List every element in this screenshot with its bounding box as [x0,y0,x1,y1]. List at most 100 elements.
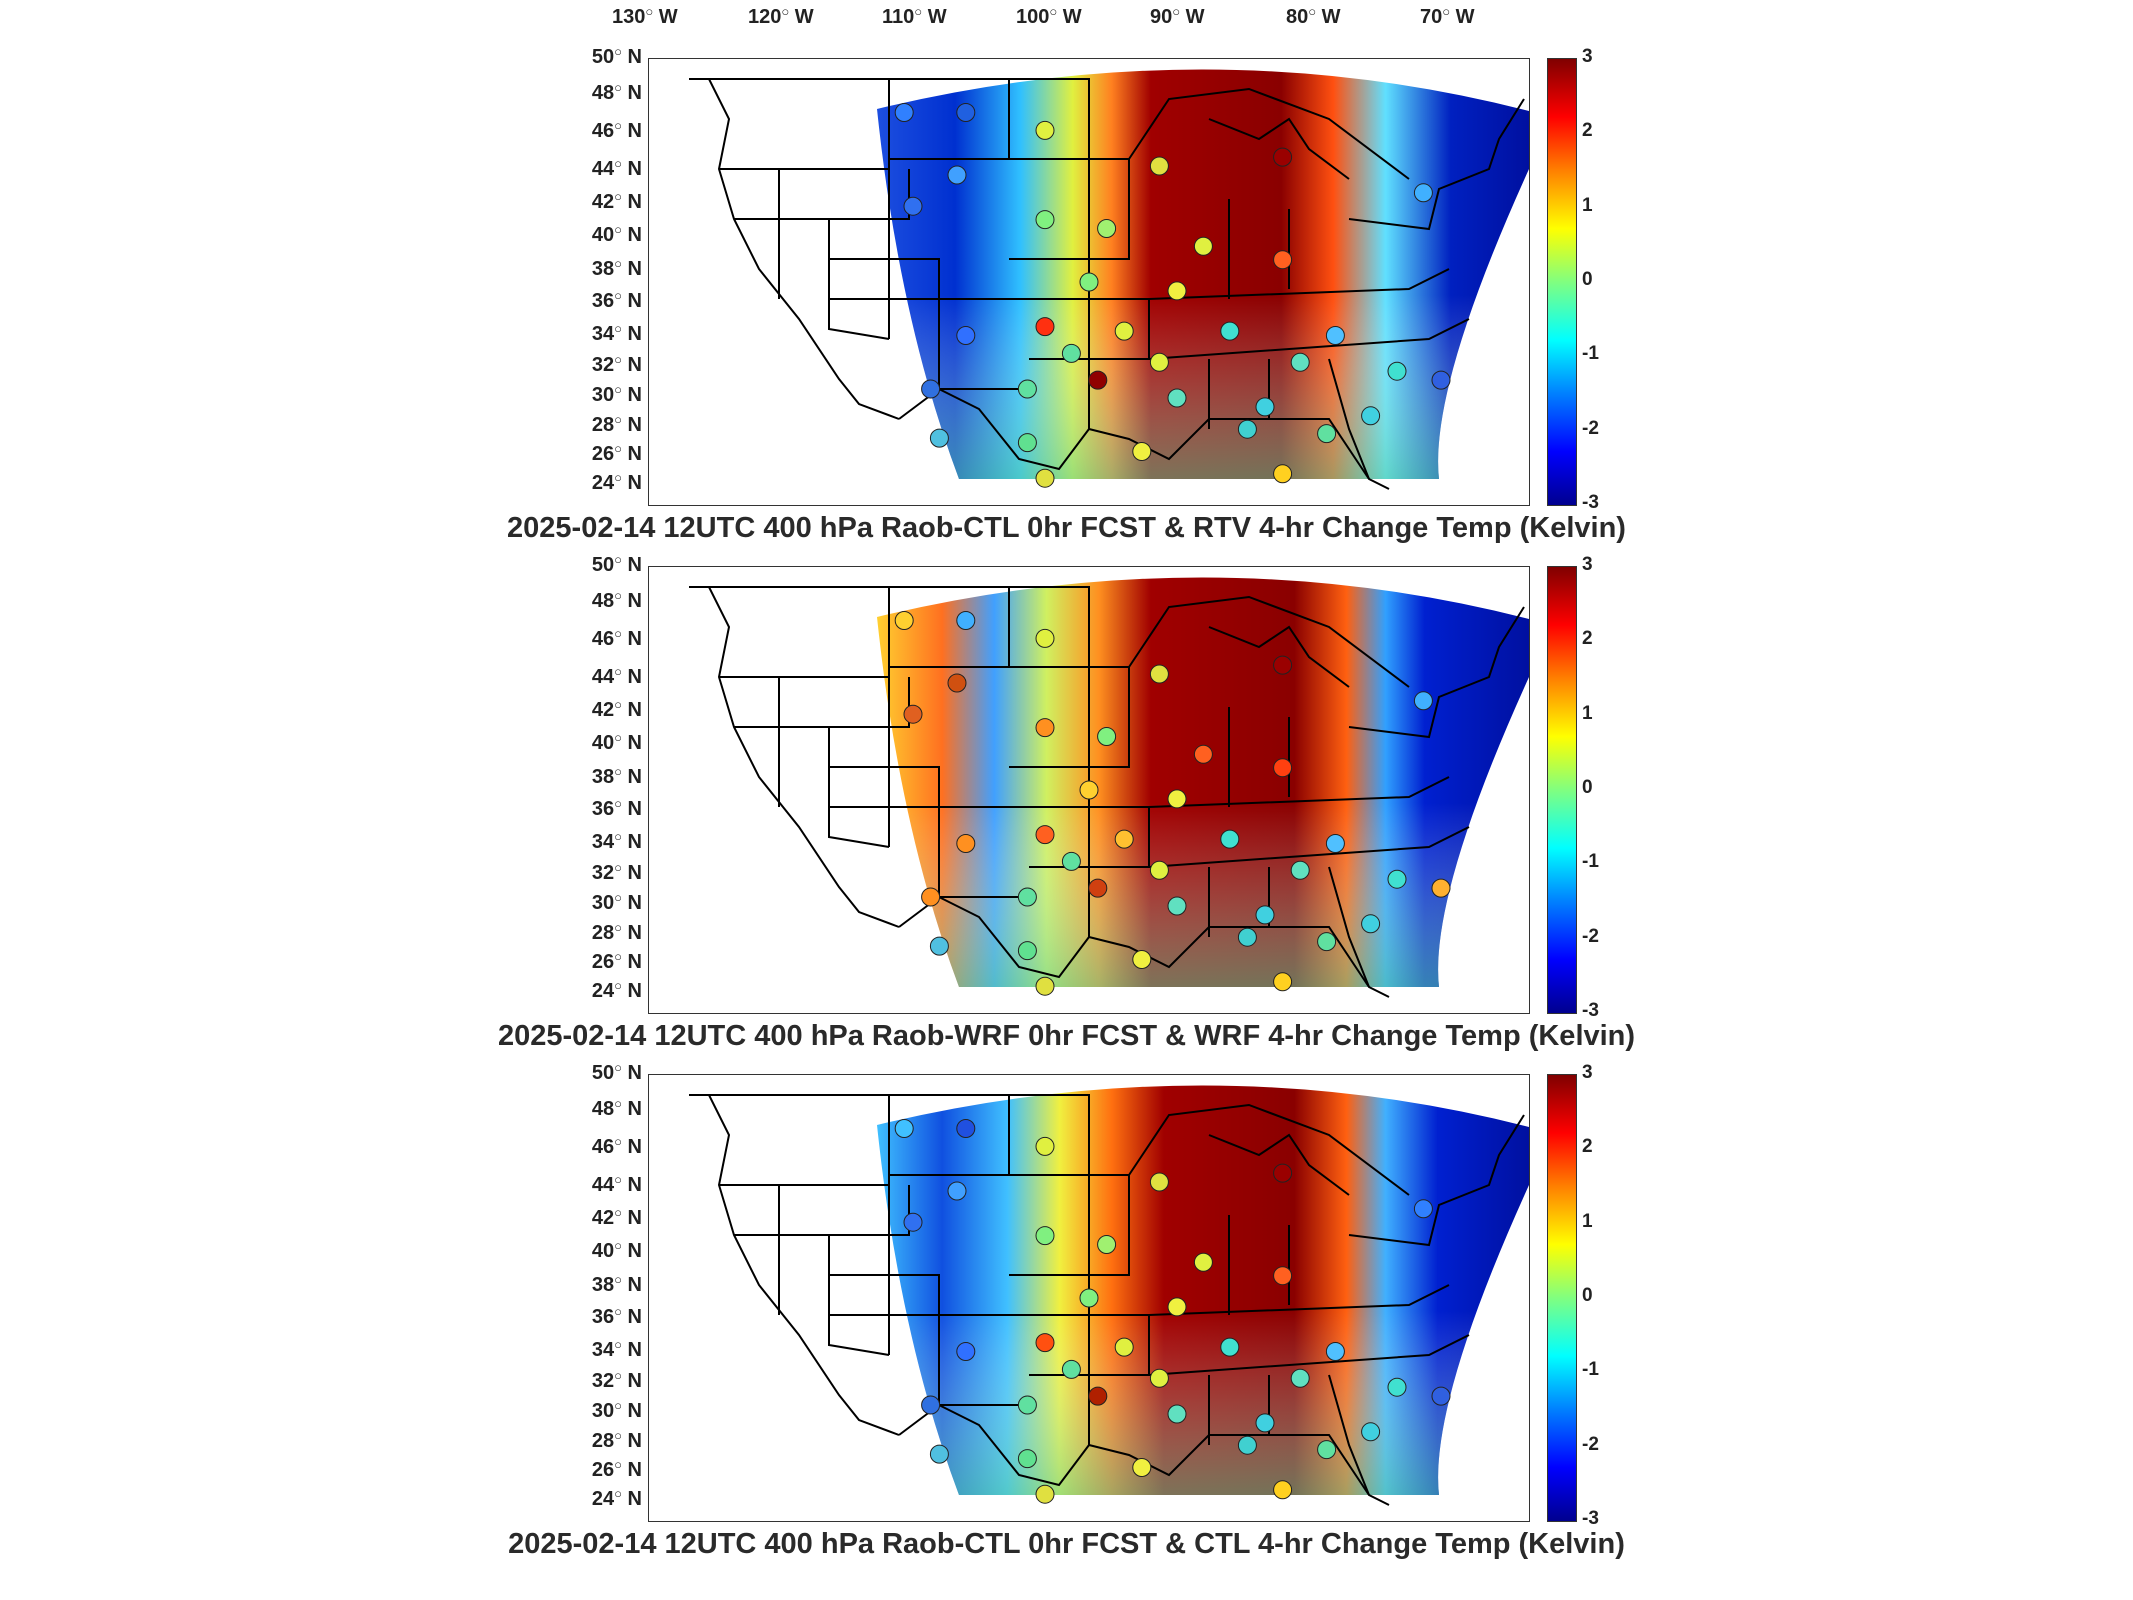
raob-station-marker [1273,655,1293,675]
raob-station-marker [1431,1386,1451,1406]
raob-station-marker [1273,250,1293,270]
colorbar-tick: 1 [1582,702,1593,724]
panel-title: 2025-02-14 12UTC 400 hPa Raob-CTL 0hr FC… [508,1528,1625,1560]
raob-station-marker [1193,1252,1213,1272]
lat-label: 26○ N [591,948,642,973]
lon-label: 70○ W [1420,4,1475,28]
raob-station-marker [1290,1368,1310,1388]
model-domain-shade [877,69,1529,479]
panel-title: 2025-02-14 12UTC 400 hPa Raob-CTL 0hr FC… [507,512,1626,544]
raob-station-marker [956,1342,976,1361]
colorbar-tick: 2 [1582,120,1593,142]
colorbar-tick: -2 [1582,1433,1599,1455]
lat-label: 24○ N [591,977,642,1002]
raob-station-marker [1149,860,1169,880]
raob-station-marker [1167,388,1187,408]
raob-station-marker [947,1181,967,1201]
raob-station-marker [1035,317,1055,337]
raob-station-marker [1237,1435,1257,1455]
lat-label: 40○ N [591,1238,642,1263]
raob-station-marker [1035,468,1055,488]
raob-station-marker [903,196,923,216]
raob-station-marker [1220,829,1240,849]
raob-station-marker [956,834,976,853]
raob-station-marker [1132,442,1152,461]
raob-station-marker [956,103,976,122]
raob-station-marker [929,428,949,448]
lat-label: 30○ N [591,1397,642,1422]
lat-label: 44○ N [591,155,642,180]
lat-label: 46○ N [591,625,642,650]
colorbar-tick: -2 [1582,417,1599,439]
raob-station-marker [1273,464,1293,484]
lon-label: 90○ W [1150,4,1205,28]
lat-label: 42○ N [591,696,642,721]
raob-station-marker [921,887,941,907]
raob-station-marker [1149,1172,1169,1192]
temperature-change-map [648,1074,1530,1522]
lat-label: 36○ N [591,796,642,821]
lat-label: 26○ N [591,1456,642,1481]
raob-station-marker [1273,1163,1293,1183]
lat-label: 38○ N [591,1271,642,1296]
raob-station-marker [1114,321,1134,341]
raob-station-marker [1017,941,1037,961]
lat-label: 48○ N [591,79,642,104]
colorbar-tick: 2 [1582,1136,1593,1158]
raob-station-marker [1097,727,1117,746]
raob-station-marker [1317,932,1337,952]
raob-station-marker [1431,878,1451,898]
lon-label: 120○ W [748,4,814,28]
raob-station-marker [956,326,976,345]
longitude-axis: 130○ W 120○ W 110○ W 100○ W 90○ W 80○ W 70○ W [0,0,2133,40]
panel-title: 2025-02-14 12UTC 400 hPa Raob-WRF 0hr FC… [497,1020,1636,1052]
raob-station-marker [1273,1266,1293,1286]
lat-label: 34○ N [591,320,642,345]
raob-station-marker [1167,789,1187,809]
lat-label: 40○ N [591,730,642,755]
raob-station-marker [1290,352,1310,372]
raob-station-marker [1273,1480,1293,1500]
raob-station-marker [1361,1422,1381,1442]
colorbar [1547,1074,1577,1522]
lat-label: 34○ N [591,828,642,853]
colorbar-tick: -1 [1582,343,1599,365]
lat-label: 42○ N [591,188,642,213]
lat-label: 38○ N [591,255,642,280]
map-svg [689,1085,1529,1506]
lat-label: 48○ N [591,1095,642,1120]
lat-label: 28○ N [591,1427,642,1452]
raob-station-marker [1149,156,1169,176]
lat-label: 34○ N [591,1336,642,1361]
raob-station-marker [1167,1297,1187,1317]
raob-station-marker [1017,1449,1037,1469]
raob-station-marker [1255,905,1275,925]
colorbar-tick: -3 [1582,1508,1599,1529]
colorbar-tick: -3 [1582,492,1599,513]
raob-station-marker [1237,927,1257,947]
raob-station-marker [921,1395,941,1415]
raob-station-marker [1387,1377,1407,1397]
raob-station-marker [1114,829,1134,849]
raob-station-marker [1114,1337,1134,1357]
model-domain-shade [877,1085,1529,1495]
lon-label: 130○ W [612,4,678,28]
raob-station-marker [1079,780,1099,800]
raob-station-marker [1132,1458,1152,1477]
raob-station-marker [947,673,967,693]
raob-station-marker [1079,272,1099,292]
raob-station-marker [1193,236,1213,256]
raob-station-marker [1035,976,1055,996]
raob-station-marker [1017,1395,1037,1415]
raob-station-marker [956,1119,976,1138]
lat-label: 40○ N [591,222,642,247]
raob-station-marker [1088,370,1108,390]
colorbar-tick: -1 [1582,851,1599,873]
raob-station-marker [1317,424,1337,444]
raob-station-marker [1167,896,1187,916]
lat-label: 46○ N [591,117,642,142]
colorbar-tick: 2 [1582,628,1593,650]
lat-label: 50○ N [591,44,642,68]
raob-station-marker [894,611,914,630]
raob-station-marker [929,936,949,956]
